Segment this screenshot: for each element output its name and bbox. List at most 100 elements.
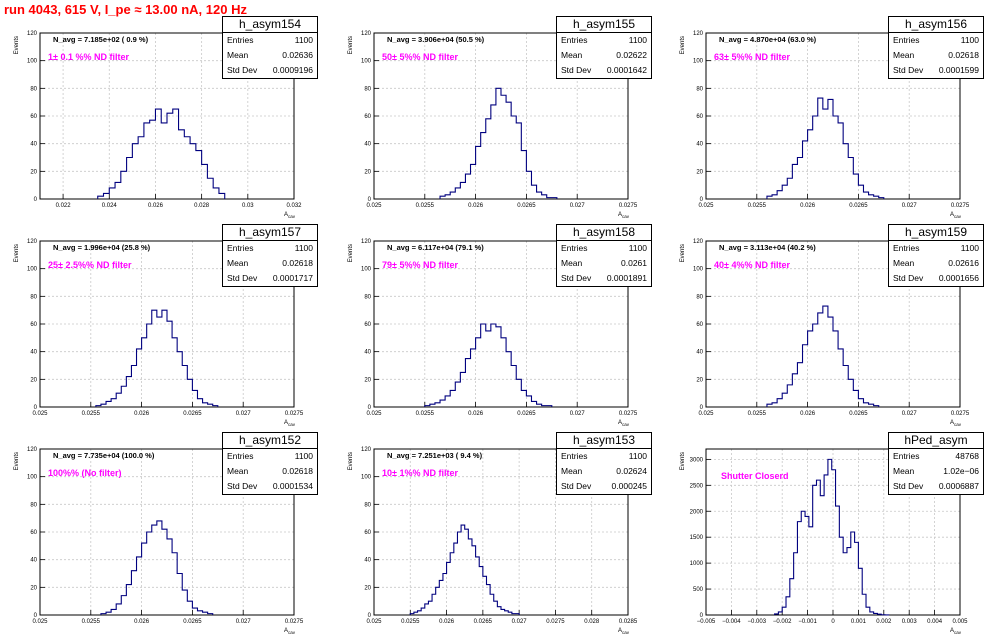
- x-tick-label: −0.003: [748, 619, 767, 625]
- x-tick-label: 0.026: [468, 203, 484, 209]
- stats-row-entries: Entries 1100: [223, 449, 317, 464]
- stats-label: Mean: [893, 258, 915, 268]
- filter-annotation: 79± 5%% ND filter: [382, 260, 458, 270]
- stats-label: Std Dev: [561, 273, 592, 283]
- y-tick-label: 20: [30, 169, 37, 175]
- y-tick-label: 120: [361, 447, 372, 453]
- stats-label: Entries: [227, 451, 254, 461]
- x-tick-label: 0.0265: [183, 411, 202, 417]
- stats-row-mean: Mean 0.02636: [223, 48, 317, 63]
- stats-label: Mean: [561, 258, 583, 268]
- stats-value: 1100: [294, 35, 313, 45]
- stats-title: h_asym154: [223, 17, 317, 33]
- stats-value: 1100: [628, 35, 647, 45]
- stats-row-entries: Entries 48768: [889, 449, 983, 464]
- x-axis-label-sub: cav: [622, 422, 630, 427]
- x-tick-label: 0.026: [134, 411, 150, 417]
- x-tick-label: 0.0275: [285, 411, 304, 417]
- stats-value: 0.0001717: [272, 273, 313, 283]
- x-tick-label: 0.002: [876, 619, 892, 625]
- stats-label: Std Dev: [893, 273, 924, 283]
- stats-row-entries: Entries 1100: [889, 33, 983, 48]
- x-axis-label: Acav: [284, 212, 296, 219]
- stats-value: 0.0001534: [272, 481, 313, 491]
- y-tick-label: 0: [700, 405, 704, 411]
- stats-row-std-dev: Std Dev 0.0001642: [557, 63, 651, 78]
- plot-frame: [39, 240, 295, 408]
- x-axis-label-sub: cav: [288, 422, 296, 427]
- x-tick-label: 0.003: [902, 619, 918, 625]
- x-tick-label: 0.0265: [517, 411, 536, 417]
- stats-label: Entries: [227, 243, 254, 253]
- histogram-pad: 0.025 0.0255 0.026 0.0265 0.027 0.0275 0 20 40 60…: [4, 432, 336, 640]
- stats-label: Mean: [893, 466, 915, 476]
- x-axis-label: Acav: [950, 628, 962, 635]
- filter-annotation: 63± 5%% ND filter: [714, 52, 790, 62]
- x-tick-label: 0.025: [32, 411, 48, 417]
- histogram-pad: 0.025 0.0255 0.026 0.0265 0.027 0.0275 0 20 40 60…: [670, 224, 998, 432]
- stats-value: 0.0001599: [938, 65, 979, 75]
- y-tick-label: 40: [30, 142, 37, 148]
- stats-label: Std Dev: [227, 481, 258, 491]
- stats-row-std-dev: Std Dev 0.0001599: [889, 63, 983, 78]
- x-axis-label-sub: cav: [954, 422, 962, 427]
- stats-value: 0.02616: [948, 258, 979, 268]
- y-tick-label: 80: [30, 502, 37, 508]
- y-tick-label: 100: [693, 267, 704, 273]
- stats-value: 0.02618: [948, 50, 979, 60]
- y-tick-label: 0: [34, 613, 38, 619]
- stats-value: 48768: [955, 451, 979, 461]
- stats-value: 0.000245: [611, 481, 647, 491]
- x-tick-label: 0.027: [902, 203, 918, 209]
- stats-title: h_asym153: [557, 433, 651, 449]
- y-tick-label: 80: [30, 86, 37, 92]
- stats-row-std-dev: Std Dev 0.0001717: [223, 271, 317, 286]
- y-tick-label: 120: [27, 31, 38, 37]
- stats-title: hPed_asym: [889, 433, 983, 449]
- stats-label: Entries: [893, 243, 920, 253]
- stats-box: h_asym153 Entries 1100 Mean 0.02624 Std Dev 0.…: [556, 432, 652, 495]
- x-tick-label: 0.0255: [82, 619, 101, 625]
- plot-frame: [705, 448, 961, 616]
- stats-value: 1100: [628, 451, 647, 461]
- x-axis-label-main: A: [618, 420, 622, 426]
- y-axis-label: Events: [680, 452, 686, 470]
- stats-row-mean: Mean 0.02618: [889, 48, 983, 63]
- y-tick-label: 120: [27, 447, 38, 453]
- y-tick-label: 40: [364, 142, 371, 148]
- x-tick-label: 0.025: [366, 411, 382, 417]
- histogram-plot: 0.025 0.0255 0.026 0.0265 0.027 0.0275 0 20 40 60…: [680, 31, 970, 219]
- y-tick-label: 0: [700, 613, 704, 619]
- x-tick-label: 0.0255: [748, 203, 767, 209]
- y-tick-label: 40: [364, 350, 371, 356]
- x-tick-label: 0.027: [570, 411, 586, 417]
- stats-value: 0.02624: [616, 466, 647, 476]
- x-tick-label: 0.0255: [748, 411, 767, 417]
- histogram-pad: 0.025 0.0255 0.026 0.0265 0.027 0.0275 0 20 40 60…: [4, 224, 336, 432]
- y-axis-label: Events: [680, 36, 686, 54]
- stats-label: Std Dev: [893, 65, 924, 75]
- y-axis-label: Events: [680, 244, 686, 262]
- stats-value: 1100: [294, 243, 313, 253]
- y-axis-label: Events: [348, 452, 354, 470]
- plot-frame: [373, 240, 629, 408]
- x-tick-label: 0.0275: [285, 619, 304, 625]
- stats-row-std-dev: Std Dev 0.0006887: [889, 479, 983, 494]
- navg-label: N_avg = 1.996e+04 (25.8 %): [53, 243, 151, 252]
- y-tick-label: 40: [30, 350, 37, 356]
- navg-label: N_avg = 7.185e+02 ( 0.9 %): [53, 35, 149, 44]
- filter-annotation: 100%% (No filter): [48, 468, 122, 478]
- y-tick-label: 80: [696, 294, 703, 300]
- x-tick-label: 0.0255: [416, 203, 435, 209]
- y-tick-label: 60: [364, 114, 371, 120]
- x-axis-label-main: A: [950, 212, 954, 218]
- y-tick-label: 80: [364, 294, 371, 300]
- histogram-plot: 0.025 0.0255 0.026 0.0265 0.027 0.0275 0 20 40 60…: [680, 239, 970, 427]
- filter-annotation: 25± 2.5%% ND filter: [48, 260, 132, 270]
- y-tick-label: 20: [364, 585, 371, 591]
- y-tick-label: 2500: [690, 483, 704, 489]
- stats-box: h_asym152 Entries 1100 Mean 0.02618 Std Dev 0.…: [222, 432, 318, 495]
- y-tick-label: 60: [364, 530, 371, 536]
- y-tick-label: 100: [27, 475, 38, 481]
- histogram-series: [766, 97, 885, 199]
